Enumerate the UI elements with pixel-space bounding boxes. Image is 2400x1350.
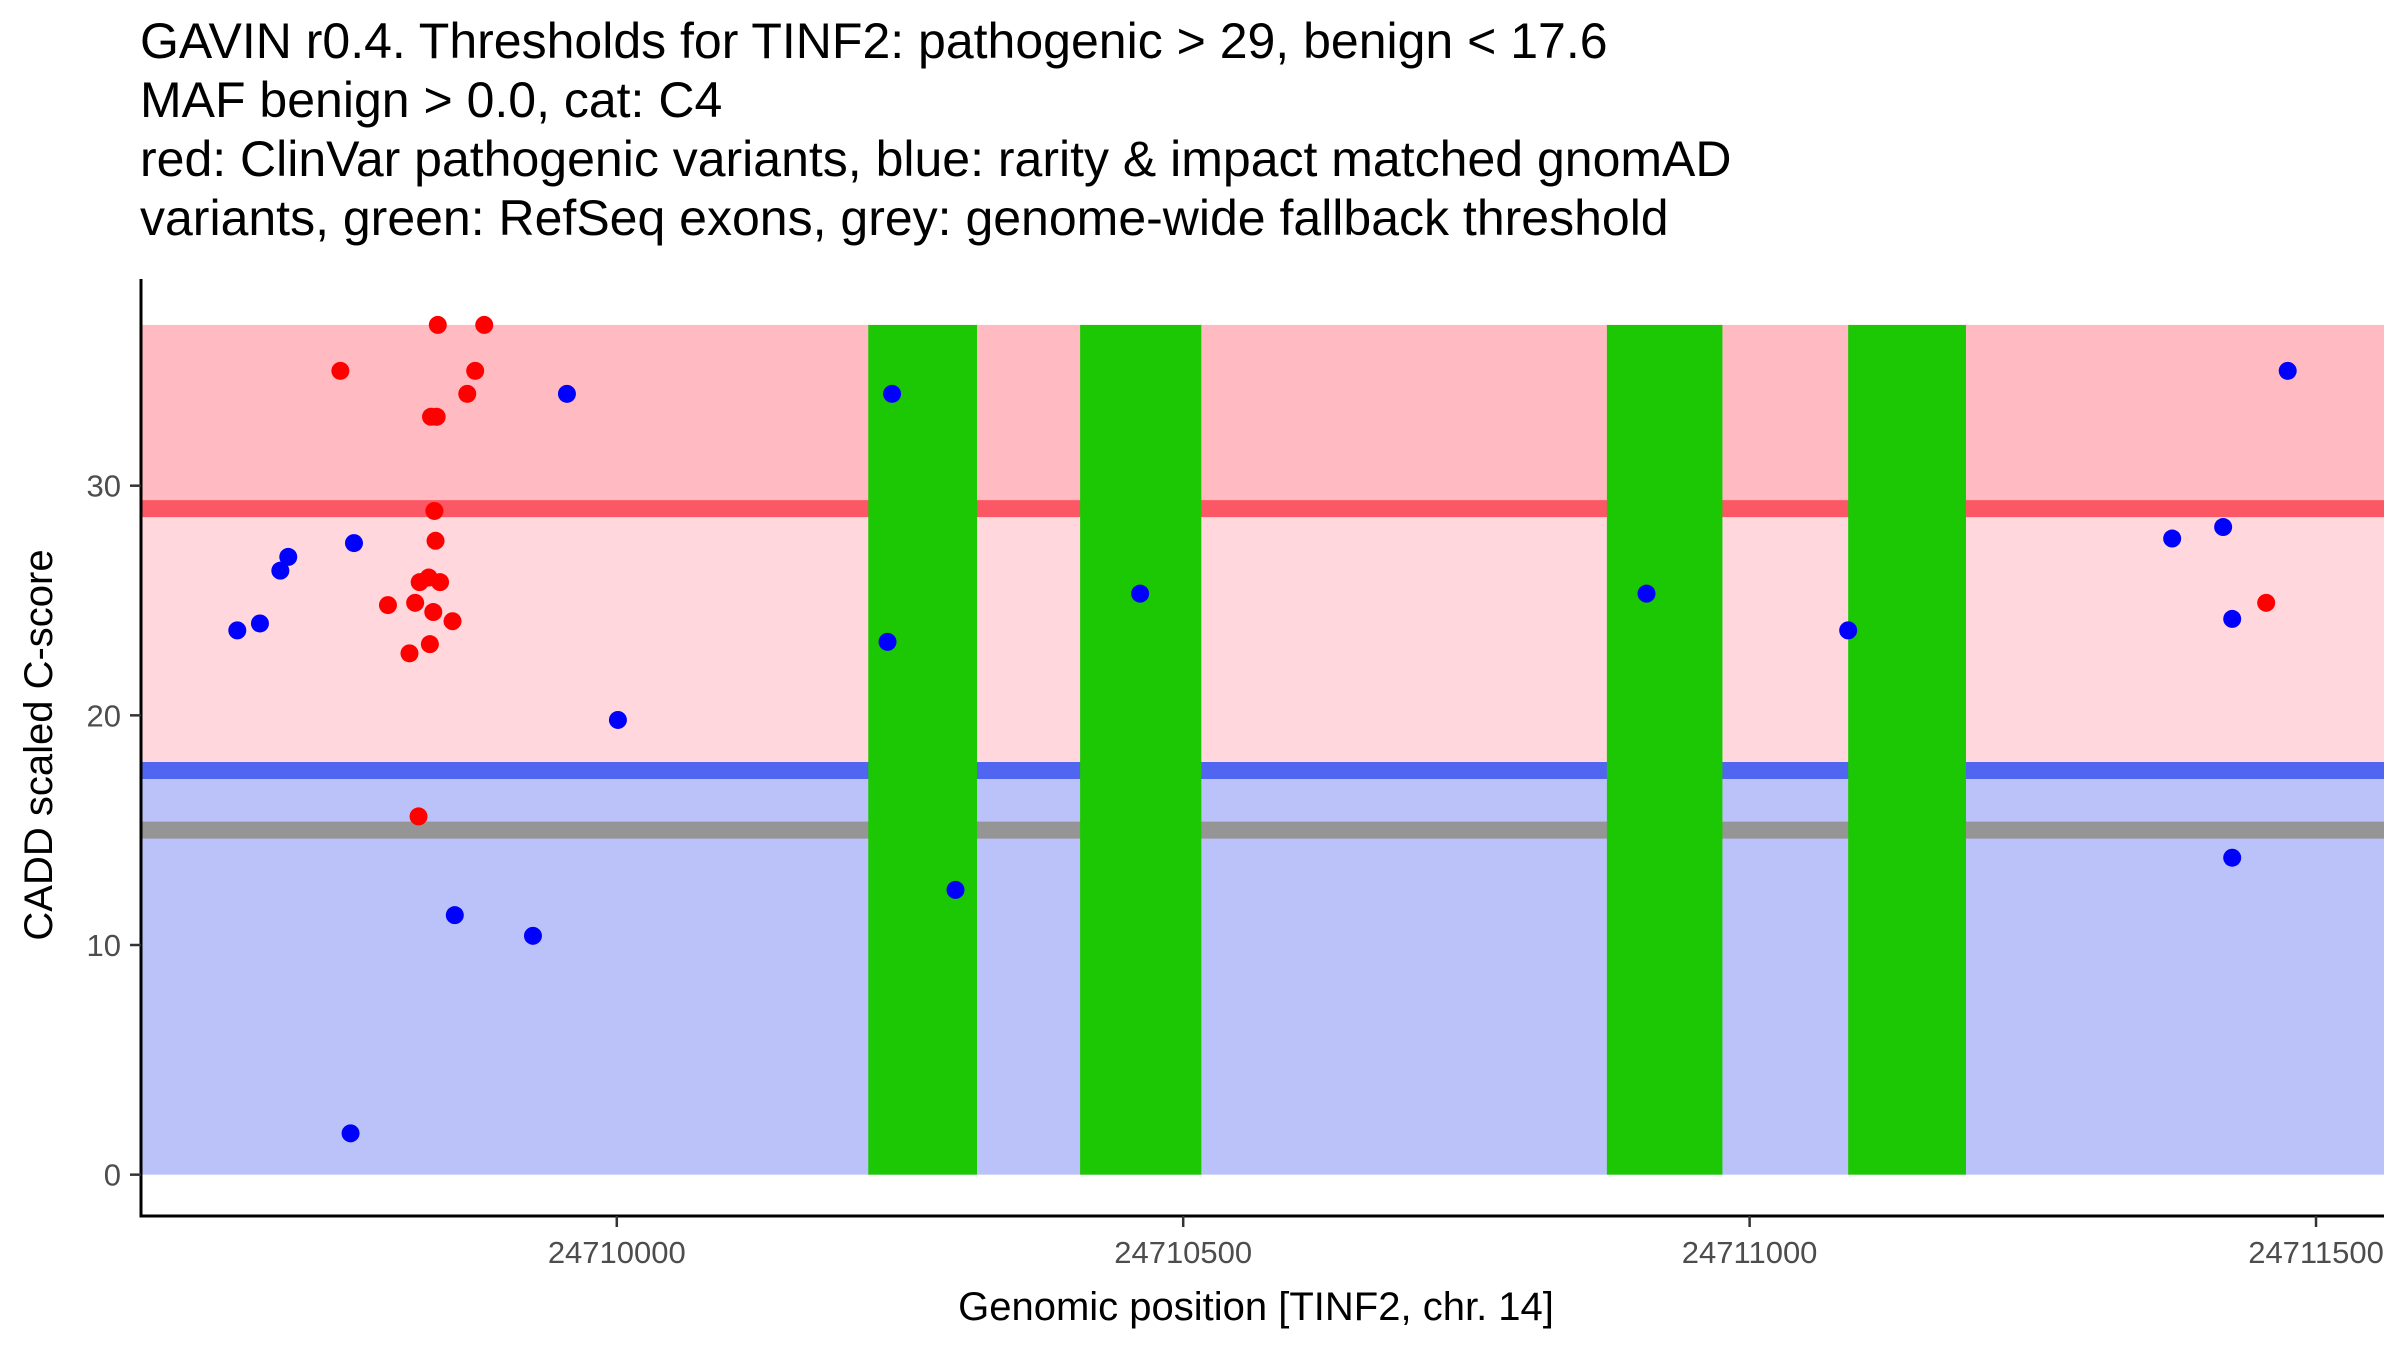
- title-line-2: MAF benign > 0.0, cat: C4: [140, 72, 723, 128]
- clinvar-point-20: [2257, 593, 2276, 612]
- gnomad-point-8: [523, 926, 542, 945]
- gnomad-point-17: [2163, 529, 2182, 548]
- gnomad-point-3: [271, 561, 290, 580]
- gnomad-point-13: [946, 880, 965, 899]
- clinvar-point-12: [431, 573, 450, 592]
- gnomad-point-10: [608, 710, 627, 729]
- gnomad-point-7: [445, 906, 464, 925]
- clinvar-point-5: [458, 384, 477, 403]
- gnomad-point-16: [1839, 621, 1858, 640]
- gnomad-point-19: [2223, 609, 2242, 628]
- y-tick-label-20: 20: [87, 698, 121, 733]
- gnomad-point-18: [2214, 518, 2233, 537]
- gnomad-point-9: [557, 384, 576, 403]
- clinvar-point-13: [378, 596, 397, 615]
- clinvar-point-9: [426, 531, 445, 550]
- exon-rects: [868, 324, 1966, 1175]
- y-tick-label-0: 0: [104, 1158, 121, 1193]
- x-tick-label-24710500: 24710500: [1114, 1235, 1252, 1270]
- x-tick-label-24711500: 24711500: [2248, 1235, 2384, 1270]
- clinvar-point-3: [475, 315, 494, 334]
- clinvar-point-1: [331, 361, 350, 380]
- grey-zone: [141, 508, 2384, 771]
- clinvar-point-7: [427, 407, 446, 426]
- clinvar-point-8: [425, 501, 444, 520]
- gnomad-point-6: [341, 1124, 360, 1143]
- clinvar-point-2: [428, 315, 447, 334]
- x-axis-title: Genomic position [TINF2, chr. 14]: [958, 1285, 1554, 1329]
- threshold-lines: [141, 500, 2384, 839]
- title-line-1: GAVIN r0.4. Thresholds for TINF2: pathog…: [140, 13, 1608, 69]
- gnomad-point-2: [250, 614, 269, 633]
- y-tick-label-10: 10: [87, 928, 121, 963]
- chart-title: GAVIN r0.4. Thresholds for TINF2: pathog…: [140, 12, 1731, 248]
- gnomad-point-4: [279, 547, 298, 566]
- clinvar-point-4: [466, 361, 485, 380]
- title-line-4: variants, green: RefSeq exons, grey: gen…: [140, 190, 1669, 246]
- clinvar-point-16: [443, 612, 462, 631]
- clinvar-point-14: [406, 593, 425, 612]
- gnomad-point-21: [2278, 361, 2297, 380]
- exon-rect-2: [1080, 324, 1202, 1175]
- gnomad-point-1: [228, 621, 247, 640]
- x-tick-label-24710000: 24710000: [548, 1235, 686, 1270]
- clinvar-point-15: [424, 603, 443, 622]
- gnomad-point-20: [2223, 848, 2242, 867]
- clinvar-point-11: [410, 573, 429, 592]
- pathogenic-zone: [141, 324, 2384, 509]
- clinvar-point-19: [409, 807, 428, 826]
- y-tick-label-30: 30: [87, 469, 121, 504]
- exon-rect-1: [868, 324, 978, 1175]
- axes: 0 10 20 30 24710000 24710500 24711000 24711500: [87, 279, 2384, 1270]
- gnomad-point-5: [344, 534, 363, 553]
- gnomad-point-15: [1637, 584, 1656, 603]
- gnomad-point-12: [878, 632, 897, 651]
- exon-rect-4: [1848, 324, 1966, 1175]
- clinvar-point-17: [420, 635, 439, 654]
- x-tick-label-24711000: 24711000: [1682, 1235, 1818, 1270]
- variant-points: [228, 315, 2297, 1143]
- gnomad-point-14: [1131, 584, 1150, 603]
- score-bands: [141, 324, 2384, 1175]
- gnomad-point-11: [883, 384, 902, 403]
- title-line-3: red: ClinVar pathogenic variants, blue: …: [140, 131, 1732, 187]
- y-axis-title: CADD scaled C-score: [17, 549, 61, 940]
- exon-rect-3: [1606, 324, 1723, 1175]
- clinvar-point-18: [400, 644, 419, 663]
